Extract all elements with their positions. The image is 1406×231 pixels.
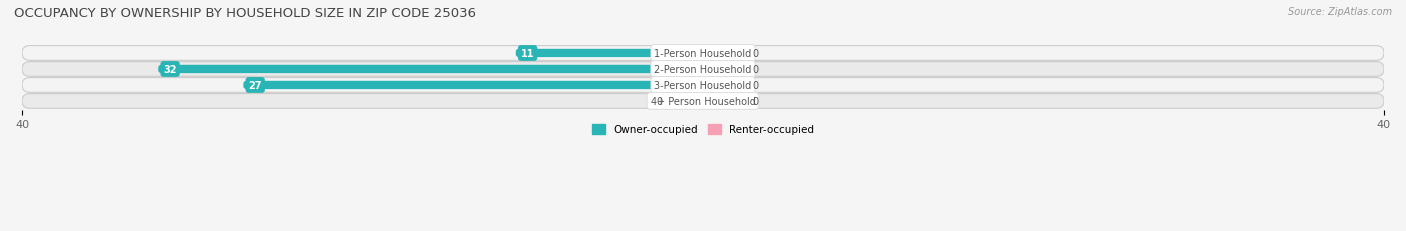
Text: 0: 0 [752,97,758,106]
FancyBboxPatch shape [22,62,1384,77]
Text: 32: 32 [163,65,177,75]
Text: 4+ Person Household: 4+ Person Household [651,97,755,106]
Text: 2-Person Household: 2-Person Household [654,65,752,75]
FancyBboxPatch shape [243,82,703,90]
Text: 11: 11 [520,49,534,59]
Text: 1-Person Household: 1-Person Household [654,49,752,59]
FancyBboxPatch shape [516,50,703,58]
FancyBboxPatch shape [22,46,1384,61]
Legend: Owner-occupied, Renter-occupied: Owner-occupied, Renter-occupied [588,121,818,139]
Text: 0: 0 [752,49,758,59]
Text: 0: 0 [752,81,758,91]
Text: OCCUPANCY BY OWNERSHIP BY HOUSEHOLD SIZE IN ZIP CODE 25036: OCCUPANCY BY OWNERSHIP BY HOUSEHOLD SIZE… [14,7,477,20]
FancyBboxPatch shape [703,97,745,106]
Text: 27: 27 [249,81,262,91]
FancyBboxPatch shape [22,94,1384,109]
FancyBboxPatch shape [703,50,745,58]
Text: 0: 0 [657,97,662,106]
Text: Source: ZipAtlas.com: Source: ZipAtlas.com [1288,7,1392,17]
FancyBboxPatch shape [159,66,703,74]
Text: 0: 0 [752,65,758,75]
FancyBboxPatch shape [703,82,745,90]
FancyBboxPatch shape [669,97,703,106]
FancyBboxPatch shape [703,66,745,74]
FancyBboxPatch shape [22,78,1384,93]
Text: 3-Person Household: 3-Person Household [654,81,752,91]
